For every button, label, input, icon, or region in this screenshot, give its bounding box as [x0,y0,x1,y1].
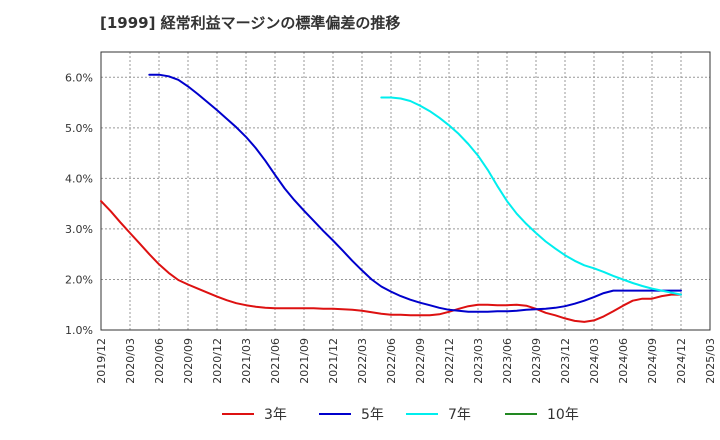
x-tick-label: 2021/12 [327,338,340,384]
x-tick-label: 2025/03 [704,338,717,384]
legend-label: 3年 [264,407,287,423]
x-tick-label: 2024/09 [646,338,659,384]
series-line-1 [148,73,682,313]
grid-lines [100,52,711,331]
x-tick-label: 2021/06 [269,338,282,384]
legend-label: 5年 [361,407,384,423]
x-tick-label: 2024/03 [588,338,601,384]
y-tick-label: 1.0% [65,324,93,337]
x-tick-label: 2023/12 [559,338,572,384]
x-tick-label: 2020/06 [153,338,166,384]
x-tick-label: 2022/12 [443,338,456,384]
x-tick-label: 2021/03 [240,338,253,384]
x-tick-label: 2019/12 [95,338,108,384]
x-tick-label: 2020/03 [124,338,137,384]
x-tick-label: 2022/09 [414,338,427,384]
y-tick-label: 3.0% [65,223,93,236]
x-axis-ticks: 2019/12 2020/03 2020/06 2020/09 2020/12 2021/… [95,338,717,384]
x-tick-label: 2023/03 [472,338,485,384]
x-tick-label: 2020/09 [182,338,195,384]
x-tick-label: 2022/06 [385,338,398,384]
series-line-2 [380,96,682,296]
series-lines [100,73,682,323]
y-tick-label: 5.0% [65,122,93,135]
legend-label: 7年 [448,407,471,423]
x-tick-label: 2024/06 [617,338,630,384]
x-tick-label: 2024/12 [675,338,688,384]
x-tick-label: 2023/09 [530,338,543,384]
x-tick-label: 2020/12 [211,338,224,384]
chart-title: [1999] 経常利益マージンの標準偏差の推移 [100,14,401,32]
legend: 3年 5年 7年 10年 [222,407,579,423]
series-line-0 [100,200,682,323]
y-tick-label: 6.0% [65,71,93,84]
y-tick-label: 4.0% [65,172,93,185]
plot-area-frame [100,51,711,331]
x-tick-label: 2022/03 [356,338,369,384]
y-axis-ticks: 1.0% 2.0% 3.0% 4.0% 5.0% 6.0% [65,71,93,337]
y-tick-label: 2.0% [65,273,93,286]
legend-label: 10年 [547,407,579,423]
x-tick-label: 2021/09 [298,338,311,384]
x-tick-label: 2023/06 [501,338,514,384]
